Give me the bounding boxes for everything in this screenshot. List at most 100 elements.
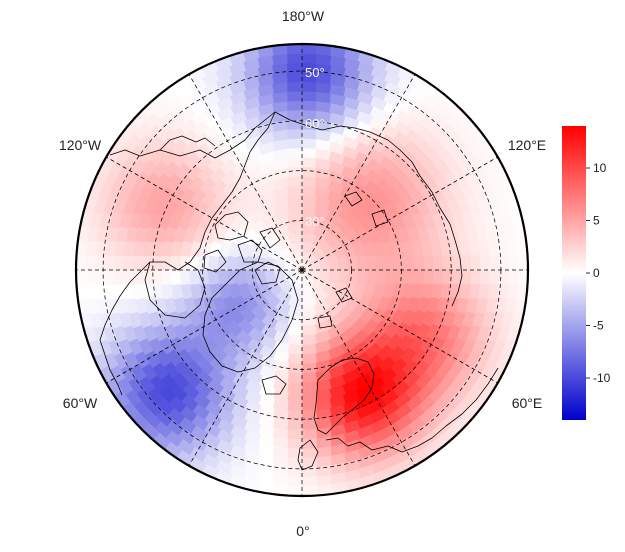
- field-cell: [286, 343, 303, 356]
- field-cell: [169, 269, 181, 286]
- meridian-line: [106, 269, 303, 384]
- field-cell: [508, 269, 519, 286]
- field-cell: [480, 254, 491, 271]
- field-cell: [301, 156, 318, 168]
- field-cell: [301, 400, 318, 412]
- meridian-line: [301, 156, 498, 271]
- field-cell: [413, 254, 425, 271]
- coastline-siberia-islands: [317, 191, 389, 329]
- field-cell: [150, 269, 162, 286]
- coastline-british-isles: [297, 439, 319, 471]
- field-cell: [76, 254, 87, 271]
- field-cell: [272, 63, 289, 75]
- field-cell: [286, 372, 303, 384]
- coastline-europe: [325, 367, 499, 453]
- field-cell: [132, 269, 143, 286]
- field-cell: [85, 283, 98, 300]
- field-cell: [301, 476, 318, 487]
- field-cell: [506, 240, 519, 257]
- field-cell: [113, 254, 124, 271]
- colorbar-tick-label: -10: [593, 371, 611, 385]
- colorbar: 10 5 0 -5 -10: [562, 126, 611, 420]
- field-cell: [356, 254, 369, 271]
- field-cell: [286, 194, 303, 206]
- field-cell: [141, 254, 153, 271]
- field-cell: [301, 44, 318, 55]
- coastline-north-america: [99, 111, 276, 396]
- colorbar-tick-label: 5: [593, 214, 600, 228]
- longitude-label-lower-right: 60°E: [512, 395, 543, 411]
- field-cell: [508, 254, 519, 271]
- field-cell: [286, 324, 303, 337]
- field-cell: [226, 269, 238, 286]
- coastline-iceland: [261, 375, 287, 395]
- field-cell: [169, 254, 181, 271]
- field-cell: [286, 476, 303, 487]
- field-cell: [385, 254, 397, 271]
- field-cell: [286, 203, 303, 216]
- field-cell: [423, 269, 435, 286]
- field-cell: [272, 53, 289, 66]
- field-cell: [132, 254, 143, 271]
- field-cell: [286, 156, 303, 168]
- field-cell: [301, 429, 318, 440]
- field-cell: [413, 269, 425, 286]
- field-cell: [301, 381, 318, 393]
- meridian-line: [188, 269, 303, 466]
- field-cell: [404, 269, 416, 286]
- field-cell: [207, 269, 219, 286]
- latitude-label-80: 80°: [305, 214, 325, 229]
- field-cell: [85, 269, 96, 286]
- field-cell: [375, 254, 388, 271]
- field-cell: [85, 254, 96, 271]
- field-cell: [179, 269, 191, 286]
- field-cell: [286, 438, 303, 450]
- latitude-label-60: 60°: [305, 116, 325, 131]
- field-cell: [286, 400, 303, 412]
- field-cell: [301, 194, 318, 206]
- field-cell: [480, 269, 491, 286]
- coastline-greenland: [202, 261, 299, 373]
- longitude-label-lower-left: 60°W: [63, 395, 98, 411]
- field-cell: [286, 90, 303, 102]
- field-cell: [286, 429, 303, 440]
- field-cell: [301, 175, 318, 187]
- coastline-scandinavia: [313, 357, 375, 435]
- field-cell: [188, 269, 200, 286]
- meridian-line: [301, 269, 498, 384]
- colorbar-ramp: [562, 126, 586, 420]
- field-cell: [286, 137, 303, 149]
- latitude-label-50: 50°: [305, 65, 325, 80]
- colorbar-ticks: 10 5 0 -5 -10: [586, 161, 611, 385]
- longitude-label-bottom: 0°: [296, 523, 309, 539]
- field-cell: [286, 147, 303, 159]
- field-cell: [404, 254, 416, 271]
- field-cell: [286, 381, 303, 393]
- longitude-label-upper-left: 120°W: [59, 137, 102, 153]
- colorbar-tick-label: 0: [593, 266, 600, 280]
- field-cell: [286, 457, 303, 469]
- field-cell: [461, 254, 472, 271]
- field-cell: [286, 44, 303, 55]
- field-cell: [286, 100, 303, 111]
- field-cell: [301, 90, 318, 102]
- field-cell: [301, 81, 318, 92]
- field-cell: [301, 372, 318, 384]
- graticule: [76, 44, 528, 496]
- field-cell: [366, 269, 378, 286]
- field-cell: [470, 269, 482, 286]
- field-cell: [286, 391, 303, 403]
- field-cell: [301, 353, 318, 365]
- field-cell: [366, 254, 378, 271]
- field-cell: [272, 474, 289, 487]
- field-cell: [301, 391, 318, 403]
- meridian-line: [301, 269, 416, 466]
- colorbar-tick-label: -5: [593, 319, 604, 333]
- field-cell: [301, 334, 318, 346]
- coastlines: [99, 111, 499, 471]
- field-cell: [394, 269, 406, 286]
- field-cell: [103, 254, 115, 271]
- field-cell: [301, 448, 318, 459]
- field-cell: [286, 419, 303, 431]
- field-cell: [286, 334, 303, 346]
